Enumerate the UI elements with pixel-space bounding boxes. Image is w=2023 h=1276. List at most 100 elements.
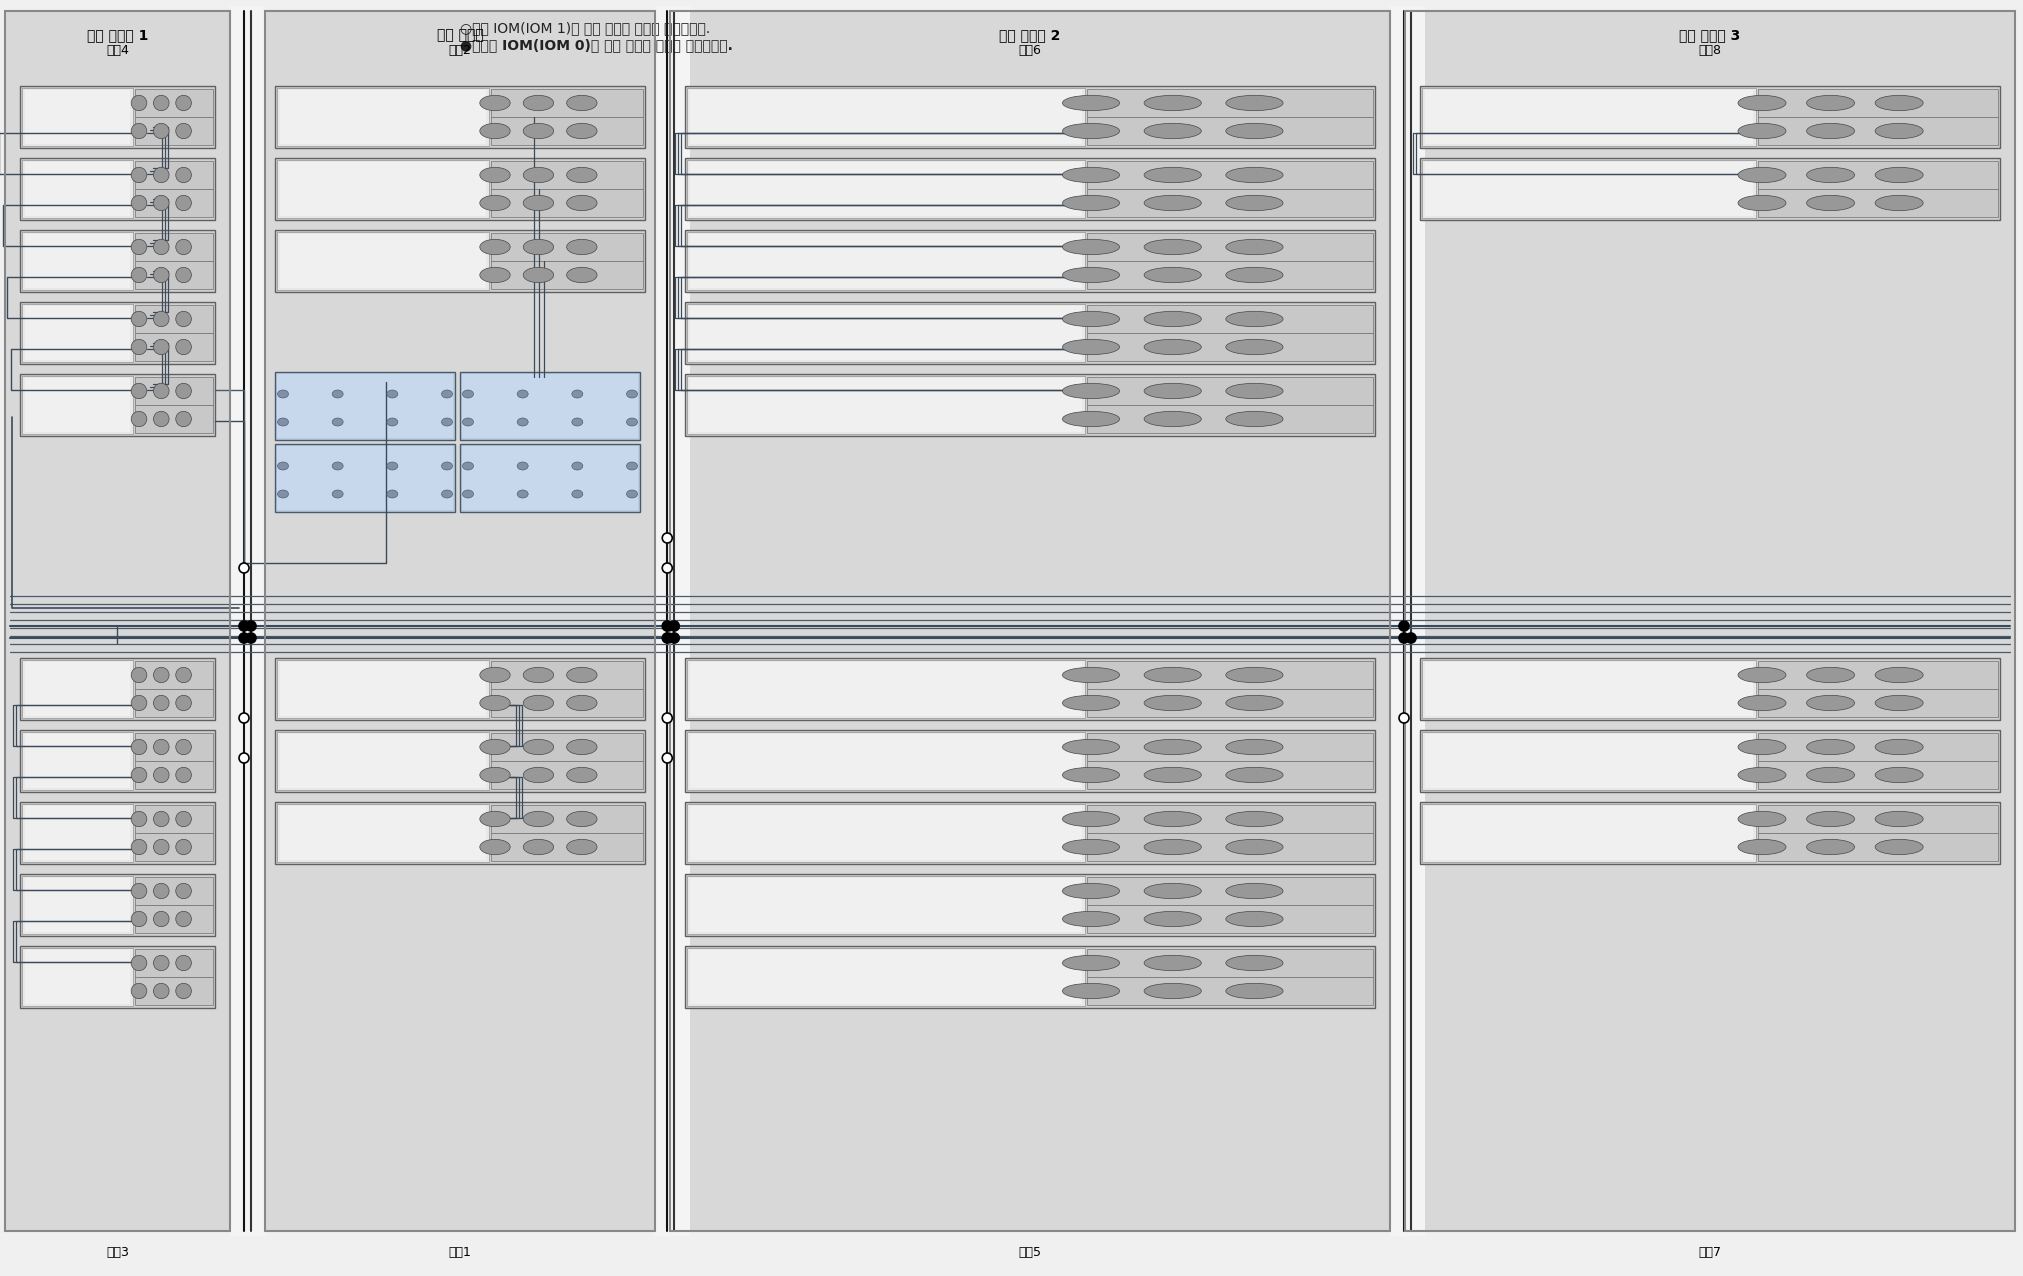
Bar bbox=[277, 804, 490, 863]
Circle shape bbox=[662, 533, 672, 544]
Bar bbox=[1086, 689, 1374, 717]
Bar bbox=[1758, 732, 1999, 760]
Circle shape bbox=[1400, 621, 1408, 632]
Ellipse shape bbox=[176, 767, 192, 782]
Bar bbox=[1424, 806, 1754, 860]
Ellipse shape bbox=[1875, 195, 1924, 211]
Ellipse shape bbox=[154, 195, 170, 211]
Bar bbox=[1420, 85, 2001, 148]
Ellipse shape bbox=[1226, 96, 1283, 111]
Ellipse shape bbox=[154, 812, 170, 827]
Ellipse shape bbox=[176, 411, 192, 426]
Bar bbox=[20, 874, 214, 937]
Ellipse shape bbox=[524, 840, 554, 855]
Ellipse shape bbox=[131, 240, 148, 255]
Bar bbox=[275, 85, 645, 148]
Ellipse shape bbox=[1738, 195, 1786, 211]
Ellipse shape bbox=[1226, 984, 1283, 999]
Ellipse shape bbox=[176, 167, 192, 182]
Ellipse shape bbox=[566, 267, 597, 283]
Bar bbox=[1422, 660, 1756, 718]
Bar bbox=[24, 951, 129, 1004]
Bar bbox=[136, 977, 212, 1005]
Ellipse shape bbox=[524, 695, 554, 711]
Bar bbox=[492, 805, 643, 833]
Bar bbox=[136, 877, 212, 905]
Bar bbox=[492, 234, 643, 262]
Bar bbox=[277, 88, 490, 145]
Bar bbox=[492, 117, 643, 145]
Bar bbox=[22, 660, 134, 718]
Ellipse shape bbox=[1062, 195, 1119, 211]
Bar bbox=[22, 304, 134, 362]
Bar bbox=[22, 804, 134, 863]
Bar bbox=[688, 160, 1084, 218]
Text: 확장 캐비닛 3: 확장 캐비닛 3 bbox=[1679, 28, 1740, 42]
Bar bbox=[492, 661, 643, 689]
Ellipse shape bbox=[566, 240, 597, 255]
Ellipse shape bbox=[1226, 339, 1283, 355]
Ellipse shape bbox=[131, 739, 148, 754]
Bar bbox=[275, 373, 455, 440]
Circle shape bbox=[1406, 633, 1416, 643]
Bar bbox=[492, 161, 643, 189]
Bar bbox=[686, 658, 1376, 720]
Ellipse shape bbox=[386, 390, 399, 398]
Ellipse shape bbox=[176, 695, 192, 711]
Ellipse shape bbox=[131, 840, 148, 855]
Ellipse shape bbox=[524, 267, 554, 283]
Text: 체인1: 체인1 bbox=[449, 1245, 471, 1259]
Ellipse shape bbox=[1062, 956, 1119, 971]
Circle shape bbox=[239, 633, 249, 643]
Ellipse shape bbox=[441, 419, 453, 426]
Ellipse shape bbox=[566, 167, 597, 182]
Ellipse shape bbox=[154, 739, 170, 754]
Ellipse shape bbox=[1062, 739, 1119, 754]
Ellipse shape bbox=[524, 767, 554, 782]
Circle shape bbox=[239, 563, 249, 573]
Bar bbox=[690, 162, 1082, 216]
Bar bbox=[492, 689, 643, 717]
Bar bbox=[1424, 162, 1754, 216]
Text: 체인6: 체인6 bbox=[1018, 43, 1042, 57]
Ellipse shape bbox=[1062, 339, 1119, 355]
Ellipse shape bbox=[566, 96, 597, 111]
Bar bbox=[20, 946, 214, 1008]
Ellipse shape bbox=[176, 911, 192, 926]
Ellipse shape bbox=[1062, 96, 1119, 111]
Ellipse shape bbox=[131, 411, 148, 426]
Circle shape bbox=[247, 621, 257, 632]
Ellipse shape bbox=[1807, 96, 1855, 111]
Ellipse shape bbox=[1062, 883, 1119, 898]
Ellipse shape bbox=[566, 667, 597, 683]
Bar bbox=[688, 732, 1084, 790]
Bar bbox=[670, 11, 1390, 1231]
Bar bbox=[24, 878, 129, 931]
Bar bbox=[277, 160, 490, 218]
Ellipse shape bbox=[627, 419, 637, 426]
Ellipse shape bbox=[1062, 311, 1119, 327]
Bar bbox=[279, 806, 486, 860]
Ellipse shape bbox=[131, 984, 148, 999]
Bar bbox=[20, 803, 214, 864]
Ellipse shape bbox=[1226, 124, 1283, 139]
Text: 체인2: 체인2 bbox=[449, 43, 471, 57]
Ellipse shape bbox=[573, 490, 583, 498]
Bar bbox=[136, 376, 212, 404]
Ellipse shape bbox=[1145, 840, 1202, 855]
Ellipse shape bbox=[518, 419, 528, 426]
Ellipse shape bbox=[573, 419, 583, 426]
Bar bbox=[4, 11, 231, 1231]
Bar bbox=[279, 662, 486, 716]
Ellipse shape bbox=[479, 195, 510, 211]
Bar bbox=[690, 951, 1082, 1004]
Bar bbox=[136, 234, 212, 262]
Ellipse shape bbox=[1738, 96, 1786, 111]
Ellipse shape bbox=[154, 911, 170, 926]
Bar bbox=[136, 689, 212, 717]
Circle shape bbox=[670, 621, 680, 632]
Ellipse shape bbox=[176, 383, 192, 398]
Bar bbox=[136, 949, 212, 977]
Ellipse shape bbox=[1807, 167, 1855, 182]
Text: ●아래쪽 IOM(IOM 0)에 대한 케이블 연결을 나타납니다.: ●아래쪽 IOM(IOM 0)에 대한 케이블 연결을 나타납니다. bbox=[459, 38, 732, 52]
